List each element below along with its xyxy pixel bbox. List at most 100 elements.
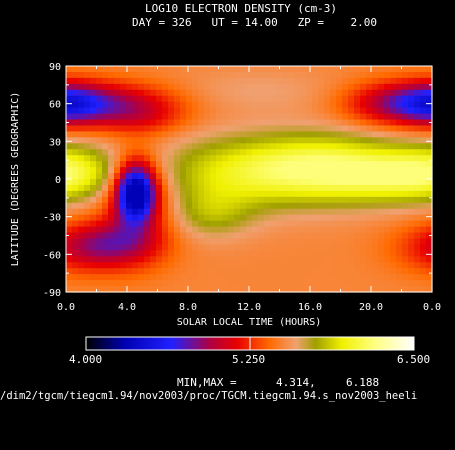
heatmap-cell — [318, 131, 325, 138]
heatmap-cell — [150, 202, 157, 210]
heatmap-cell — [300, 286, 307, 293]
heatmap-cell — [270, 190, 277, 198]
heatmap-cell — [384, 179, 391, 186]
heatmap-cell — [372, 286, 379, 293]
heatmap-cell — [408, 143, 415, 150]
heatmap-cell — [414, 143, 421, 150]
heatmap-cell — [96, 125, 103, 133]
heatmap-cell — [258, 196, 265, 204]
heatmap-cell — [174, 280, 181, 287]
heatmap-cell — [66, 113, 73, 121]
heatmap-cell — [150, 256, 157, 263]
heatmap-cell — [138, 238, 145, 246]
heatmap-cell — [252, 89, 259, 97]
heatmap-cell — [270, 274, 277, 281]
heatmap-cell — [402, 244, 409, 251]
heatmap-cell — [228, 184, 235, 192]
heatmap-cell — [222, 119, 229, 127]
heatmap-cell — [276, 179, 283, 186]
heatmap-cell — [420, 226, 427, 234]
heatmap-cell — [84, 202, 91, 210]
heatmap-cell — [276, 101, 283, 109]
heatmap-cell — [168, 196, 175, 204]
heatmap-cell — [228, 232, 235, 240]
heatmap-cell — [246, 167, 253, 174]
heatmap-cell — [342, 77, 349, 85]
heatmap-cell — [204, 214, 211, 222]
heatmap-cell — [210, 238, 217, 246]
heatmap-cell — [180, 119, 187, 127]
heatmap-cell — [372, 250, 379, 257]
heatmap-cell — [378, 107, 385, 115]
heatmap-cell — [144, 119, 151, 127]
heatmap-cell — [264, 250, 271, 257]
heatmap-cell — [324, 262, 331, 269]
heatmap-cell — [336, 280, 343, 287]
heatmap-cell — [84, 101, 91, 109]
heatmap-cell — [96, 149, 103, 156]
heatmap-cell — [132, 71, 139, 79]
heatmap-cell — [210, 149, 217, 156]
heatmap-cell — [330, 95, 337, 103]
heatmap-cell — [120, 101, 127, 109]
heatmap-cell — [396, 208, 403, 216]
heatmap-cell — [216, 143, 223, 150]
heatmap-cell — [324, 220, 331, 228]
heatmap-cell — [210, 226, 217, 234]
heatmap-cell — [168, 208, 175, 216]
heatmap-cell — [342, 143, 349, 150]
heatmap-cell — [210, 179, 217, 186]
heatmap-cell — [312, 232, 319, 240]
heatmap-cell — [270, 125, 277, 133]
heatmap-cell — [396, 232, 403, 240]
heatmap-cell — [102, 244, 109, 251]
heatmap-cell — [360, 83, 367, 91]
heatmap-cell — [282, 125, 289, 133]
heatmap-cell — [378, 268, 385, 275]
heatmap-cell — [288, 220, 295, 228]
heatmap-cell — [132, 220, 139, 228]
heatmap-cell — [324, 125, 331, 133]
heatmap-cell — [294, 113, 301, 121]
heatmap-cell — [72, 226, 79, 234]
heatmap-cell — [336, 143, 343, 150]
heatmap-cell — [312, 190, 319, 198]
heatmap-cell — [318, 262, 325, 269]
heatmap-cell — [294, 256, 301, 263]
heatmap-cell — [288, 101, 295, 109]
heatmap-cell — [174, 179, 181, 186]
heatmap-cell — [312, 262, 319, 269]
heatmap-cell — [246, 89, 253, 97]
heatmap-cell — [144, 173, 151, 180]
heatmap-cell — [360, 125, 367, 133]
heatmap-cell — [420, 220, 427, 228]
heatmap-cell — [90, 137, 97, 144]
heatmap-cell — [300, 244, 307, 251]
heatmap-cell — [366, 190, 373, 198]
heatmap-cell — [396, 149, 403, 156]
heatmap-cell — [372, 202, 379, 210]
heatmap-cell — [318, 125, 325, 133]
heatmap-cell — [252, 238, 259, 246]
heatmap-cell — [84, 184, 91, 192]
heatmap-cell — [186, 143, 193, 150]
heatmap-cell — [264, 214, 271, 222]
heatmap-cell — [252, 262, 259, 269]
heatmap-cell — [120, 119, 127, 127]
heatmap-cell — [192, 107, 199, 115]
heatmap-cell — [234, 226, 241, 234]
heatmap-cell — [114, 131, 121, 138]
heatmap-cell — [402, 95, 409, 103]
heatmap-cell — [192, 238, 199, 246]
heatmap-cell — [156, 143, 163, 150]
heatmap-cell — [414, 107, 421, 115]
heatmap-cell — [156, 262, 163, 269]
heatmap-cell — [114, 184, 121, 192]
heatmap-cell — [366, 244, 373, 251]
heatmap-cell — [294, 125, 301, 133]
heatmap-cell — [324, 143, 331, 150]
heatmap-cell — [420, 149, 427, 156]
heatmap-cell — [222, 184, 229, 192]
heatmap-cell — [204, 107, 211, 115]
heatmap-cell — [330, 256, 337, 263]
